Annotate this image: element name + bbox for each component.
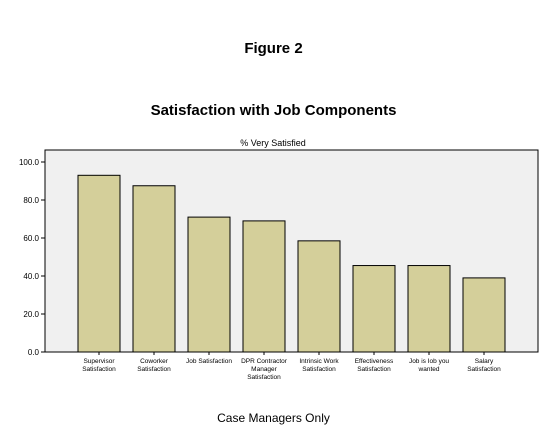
bar xyxy=(297,240,341,353)
y-tick-label: 100.0 xyxy=(19,158,40,167)
plot-area xyxy=(44,149,539,353)
y-tick-label: 40.0 xyxy=(23,272,39,281)
bar xyxy=(352,265,396,353)
y-tick-label: 60.0 xyxy=(23,234,39,243)
bar xyxy=(77,174,121,353)
y-tick-label: 80.0 xyxy=(23,196,39,205)
figure-label: Figure 2 xyxy=(244,40,303,57)
chart-title: Satisfaction with Job Components xyxy=(150,102,397,119)
bar xyxy=(132,185,176,353)
bar xyxy=(462,277,506,353)
y-axis-label: % Very Satisfied xyxy=(240,138,306,148)
x-tick-label: Job Satisfaction xyxy=(186,358,232,365)
bar xyxy=(187,216,231,353)
x-tick-label: DPR Contractor Manager Satisfaction xyxy=(241,358,288,381)
x-tick-label: Salary Satisfaction xyxy=(467,358,501,373)
x-tick-label: Intrinsic Work Satisfaction xyxy=(299,358,339,373)
x-tick-label: Job is Iob you wanted xyxy=(409,358,449,373)
bar xyxy=(242,220,286,353)
x-tick-label: Coworker Satisfaction xyxy=(137,358,171,373)
y-tick-label: 0.0 xyxy=(28,348,40,357)
y-tick-label: 20.0 xyxy=(23,310,39,319)
chart-footer-note: Case Managers Only xyxy=(217,411,330,425)
bar xyxy=(407,265,451,353)
x-tick-label: Effectiveness Satisfaction xyxy=(355,358,394,373)
x-tick-label: Supervisor Satisfaction xyxy=(82,358,116,373)
